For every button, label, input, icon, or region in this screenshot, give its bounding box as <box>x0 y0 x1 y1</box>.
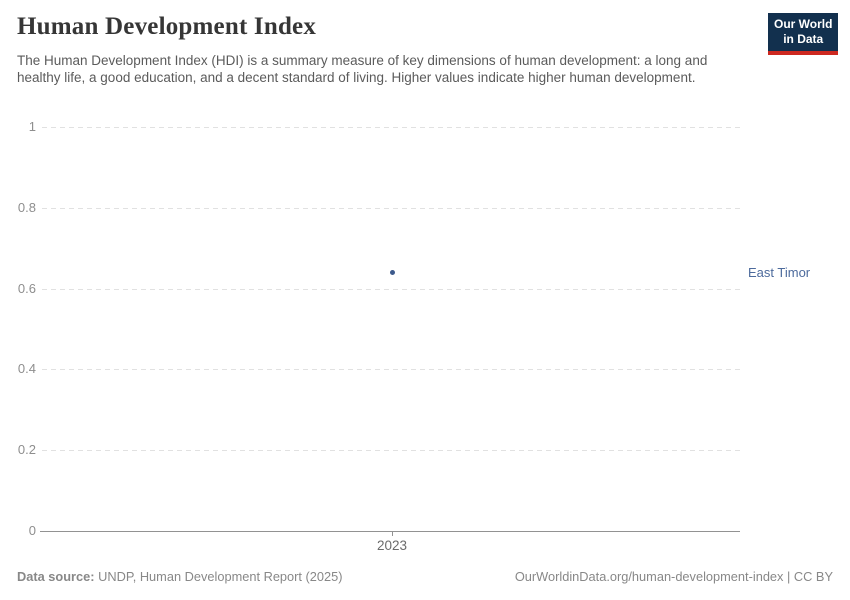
entity-label[interactable]: East Timor <box>748 265 811 281</box>
owid-logo[interactable]: Our World in Data <box>768 13 839 55</box>
y-axis-tick-label: 1 <box>28 119 36 134</box>
data-source-value: UNDP, Human Development Report (2025) <box>98 569 343 584</box>
y-gridline <box>42 207 740 209</box>
y-gridline <box>42 127 740 128</box>
data-source-label: Data source: <box>17 569 95 584</box>
y-axis-tick-label: 0.6 <box>17 280 36 296</box>
owid-logo-line1: Our World <box>774 17 833 31</box>
x-axis-line <box>40 531 740 532</box>
y-axis-tick-label: 0.2 <box>17 442 36 458</box>
owid-logo-line2: in Data <box>783 32 824 46</box>
x-axis-tick <box>392 531 393 536</box>
y-axis-tick-label: 0.4 <box>17 361 36 377</box>
y-axis-tick-label: 0 <box>28 523 36 538</box>
attribution-link[interactable]: OurWorldinData.org/human-development-ind… <box>514 569 833 584</box>
y-gridline <box>42 288 740 290</box>
y-gridline <box>42 450 740 452</box>
chart-title: Human Development Index <box>17 13 317 40</box>
data-source-line: Data source: UNDP, Human Development Rep… <box>17 569 343 584</box>
chart-subtitle: The Human Development Index (HDI) is a s… <box>17 53 708 86</box>
x-axis-tick-label: 2023 <box>376 538 408 553</box>
y-gridline <box>42 369 740 371</box>
y-axis-tick-label: 0.8 <box>17 199 36 215</box>
data-point[interactable] <box>389 269 395 275</box>
